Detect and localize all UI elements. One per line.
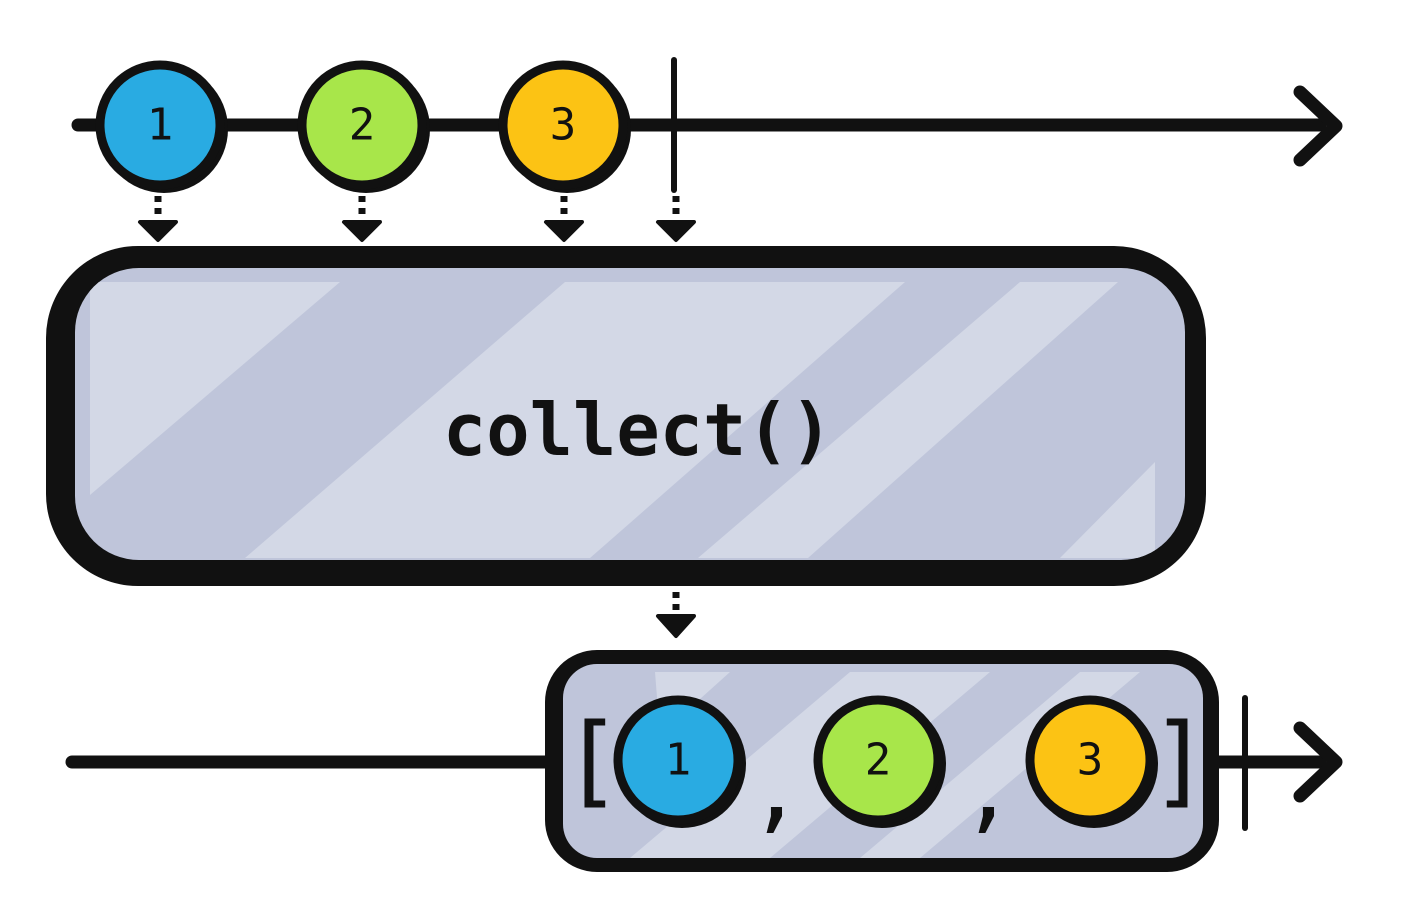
result-marble: 1 — [613, 695, 746, 828]
marble-label: 1 — [665, 735, 692, 786]
marble-circle — [813, 695, 943, 825]
down-arrow-icon — [138, 196, 178, 242]
result-array-box: [ 1 , 2 , 3 ] — [545, 650, 1219, 872]
marble-circle — [1025, 695, 1155, 825]
down-arrow-icon — [342, 196, 382, 242]
result-marble: 2 — [813, 695, 946, 828]
marble-label: 2 — [865, 735, 892, 786]
input-arrows — [138, 196, 696, 242]
operator-glass-stripes — [90, 282, 1155, 558]
down-arrow-icon — [656, 592, 696, 638]
marble-label: 3 — [1077, 735, 1104, 786]
marble-label: 2 — [349, 100, 376, 151]
marble-circle — [297, 60, 427, 190]
close-bracket: ] — [1150, 702, 1210, 819]
source-timeline-arrowhead — [1293, 85, 1343, 167]
source-timeline: 1 2 3 — [71, 57, 1343, 193]
result-timeline-arrowhead — [1293, 721, 1343, 803]
source-marble: 3 — [498, 60, 631, 193]
open-bracket: [ — [562, 702, 622, 819]
marble-circle — [498, 60, 628, 190]
down-arrow-icon — [544, 196, 584, 242]
source-marble: 2 — [297, 60, 430, 193]
marble-label: 1 — [147, 100, 174, 151]
marble-label: 3 — [550, 100, 577, 151]
source-marble: 1 — [95, 60, 228, 193]
marble-circle — [95, 60, 225, 190]
result-marble: 3 — [1025, 695, 1158, 828]
result-timeline: [ 1 , 2 , 3 ] — [65, 650, 1343, 872]
operator-box: collect() — [46, 246, 1206, 586]
output-arrow — [656, 592, 696, 638]
operator-label: collect() — [443, 388, 833, 472]
separator-comma: , — [961, 738, 1015, 843]
marble-circle — [613, 695, 743, 825]
down-arrow-icon — [656, 196, 696, 242]
separator-comma: , — [749, 738, 803, 843]
